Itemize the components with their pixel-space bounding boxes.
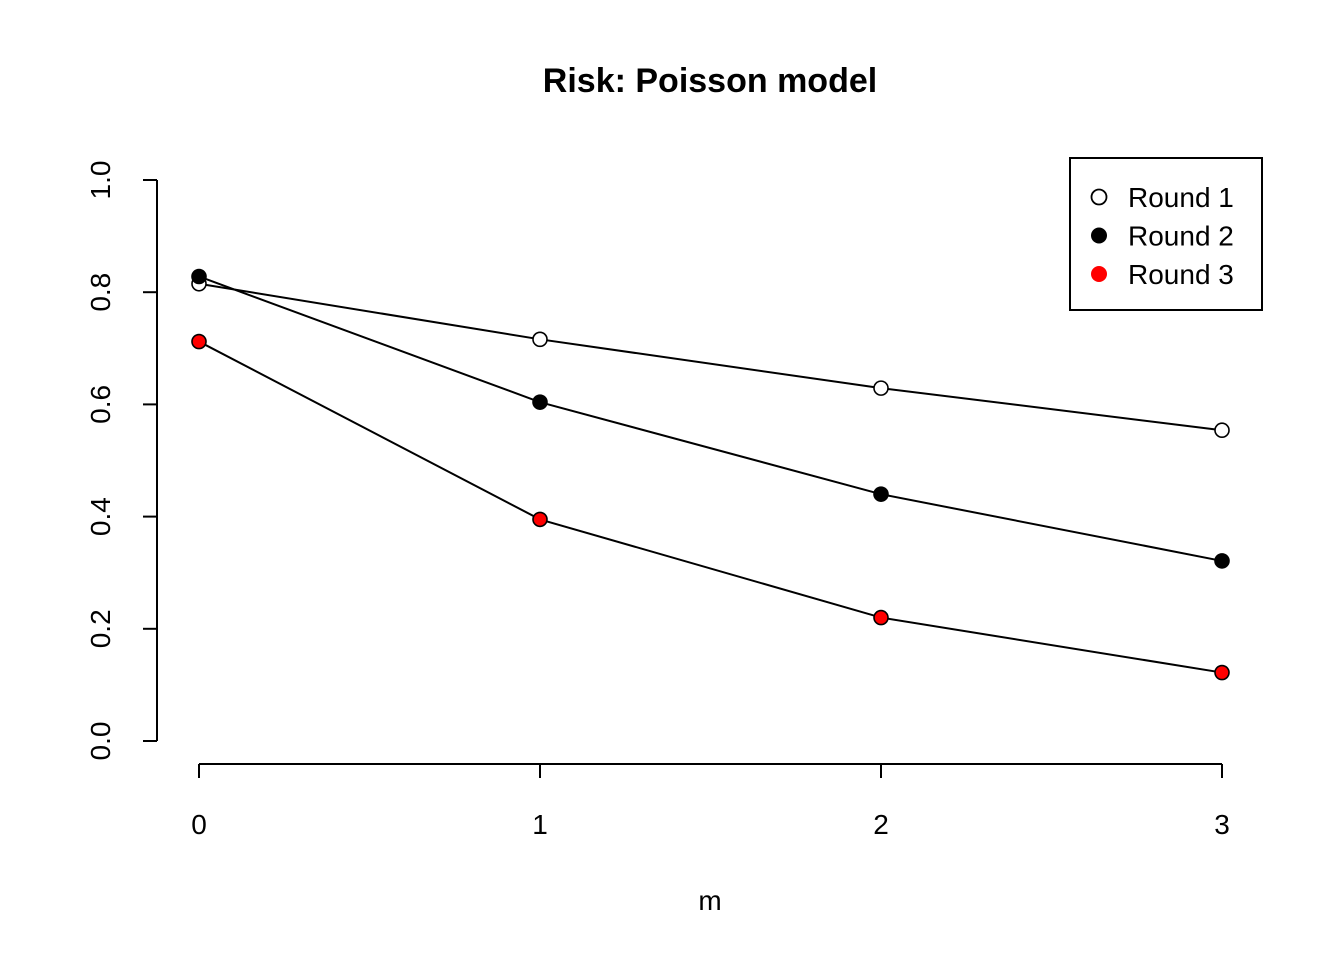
x-tick-label: 3 xyxy=(1214,809,1230,840)
x-tick-label: 1 xyxy=(532,809,548,840)
series-2 xyxy=(191,268,1230,569)
y-axis: 0.0 0.2 0.4 0.6 0.8 1.0 xyxy=(85,161,158,761)
series-layer xyxy=(191,268,1230,681)
legend-item: Round 2 xyxy=(1091,221,1234,252)
series-3-line xyxy=(198,340,1223,674)
series-3-point xyxy=(873,609,889,626)
legend-label: Round 3 xyxy=(1128,259,1234,290)
y-tick-label: 0.2 xyxy=(85,609,116,648)
y-tick-label: 1.0 xyxy=(85,161,116,200)
legend-label: Round 1 xyxy=(1128,182,1234,213)
series-2-line xyxy=(198,275,1223,562)
series-3-point xyxy=(1214,664,1230,681)
y-tick-label: 0.8 xyxy=(85,273,116,312)
legend: Round 1 Round 2 Round 3 xyxy=(1069,157,1263,311)
series-1-point xyxy=(1214,422,1230,439)
series-3 xyxy=(191,333,1230,681)
x-tick-label: 2 xyxy=(873,809,889,840)
x-tick-label: 0 xyxy=(191,809,207,840)
y-tick-label: 0.4 xyxy=(85,497,116,536)
legend-marker xyxy=(1091,266,1107,282)
y-tick-label: 0.0 xyxy=(85,722,116,761)
legend-marker xyxy=(1091,227,1107,244)
legend-label: Round 2 xyxy=(1128,221,1234,252)
series-1-point xyxy=(532,331,548,348)
series-2-point xyxy=(873,486,889,502)
legend-marker xyxy=(1090,188,1108,206)
series-2-point xyxy=(1214,553,1230,569)
series-1-line xyxy=(198,282,1223,432)
series-2-point xyxy=(191,268,207,285)
legend-item: Round 3 xyxy=(1091,259,1234,290)
x-axis: 0 1 2 3 xyxy=(191,763,1230,840)
series-3-point xyxy=(532,511,548,528)
y-tick-label: 0.6 xyxy=(85,385,116,424)
chart-title: Risk: Poisson model xyxy=(543,62,877,100)
series-3-point xyxy=(191,333,207,350)
series-1-point xyxy=(873,380,889,396)
legend-item: Round 1 xyxy=(1090,182,1234,213)
series-2-point xyxy=(532,394,548,410)
x-axis-label: m xyxy=(698,885,721,916)
